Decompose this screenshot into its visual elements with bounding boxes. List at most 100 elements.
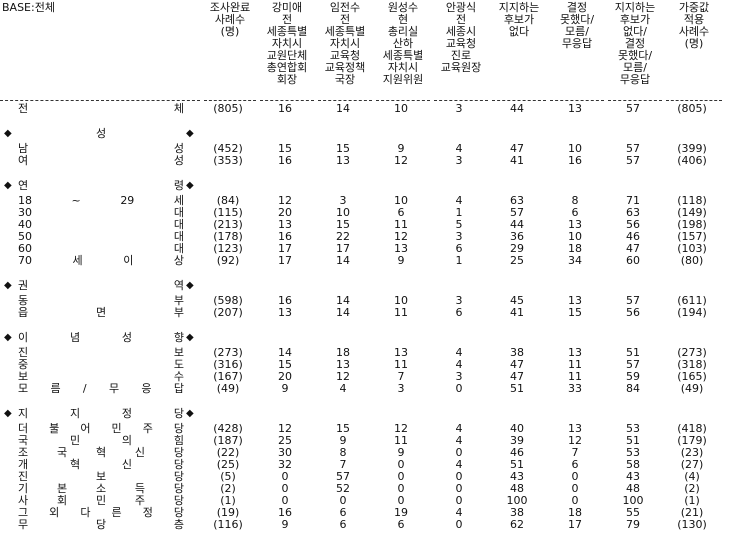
value-cell: 17	[568, 518, 582, 531]
value-cell: 29	[510, 242, 524, 255]
value-cell: 44	[510, 218, 524, 231]
value-cell: (4)	[684, 470, 700, 483]
value-cell: 51	[626, 346, 640, 359]
label-cell: ◆ ◆ 지 지 정 당	[0, 408, 200, 420]
value-cell: 57	[626, 358, 640, 371]
data-row: 40 대 (213) 13 15 11 5 44 13 56 (198)	[0, 219, 730, 231]
value-cell: (149)	[677, 206, 707, 219]
value-cell: 11	[568, 370, 582, 383]
value-cell: 46	[510, 446, 524, 459]
diamond: ◆	[186, 408, 194, 419]
value-cell: 16	[278, 506, 292, 519]
row-label: 모 름 / 무 응 답	[18, 382, 184, 395]
header-line: 조사완료	[209, 1, 251, 14]
value-cell: 16	[278, 230, 292, 243]
value-cell: (213)	[213, 218, 243, 231]
value-cell: 33	[568, 382, 582, 395]
spacer	[0, 167, 730, 180]
data-row: 그 외 다 른 정 당 (19) 16 6 19 4 38 18 55 (21)	[0, 507, 730, 519]
diamond: ◆	[4, 332, 12, 343]
value-cell: 17	[278, 242, 292, 255]
header-line: 세종특별	[324, 25, 366, 38]
value-cell: (116)	[213, 518, 243, 531]
value-cell: 14	[336, 294, 350, 307]
column-header: 안광식 전 세종시 교육청 진로 교육원장	[434, 0, 488, 101]
data-row: 모 름 / 무 응 답 (49) 9 4 3 0 51 33 84 (49)	[0, 383, 730, 395]
value-cell: 0	[339, 494, 347, 507]
value-cell: 16	[278, 154, 292, 167]
value-cell: (178)	[213, 230, 243, 243]
spacer	[0, 115, 730, 128]
value-cell: (598)	[213, 294, 243, 307]
header-line: 없다	[508, 25, 530, 38]
label-cell: 50 대	[0, 231, 200, 243]
value-cell: 10	[394, 294, 408, 307]
value-cell: 6	[397, 206, 405, 219]
value-cell: 48	[626, 482, 640, 495]
header-line: 교원단체	[266, 49, 308, 62]
value-cell: (21)	[680, 506, 704, 519]
value-cell: (273)	[677, 346, 707, 359]
diamond: ◆	[186, 180, 194, 191]
value-cell: 38	[510, 506, 524, 519]
value-cell: 11	[394, 358, 408, 371]
column-header: 결정 못했다/모름/무응답	[550, 0, 604, 101]
header-line: 사례수	[678, 25, 710, 38]
value-cell: 100	[622, 494, 644, 507]
value-cell: 51	[510, 458, 524, 471]
diamond: ◆	[186, 128, 194, 139]
value-cell: (130)	[677, 518, 707, 531]
value-cell: 51	[510, 382, 524, 395]
header-line: 자치시	[271, 37, 303, 50]
value-cell: 25	[278, 434, 292, 447]
value-cell: (399)	[677, 142, 707, 155]
header-line: 사례수	[214, 13, 246, 26]
value-cell: 4	[455, 422, 463, 435]
column-header: 임전수 전 세종특별 자치시 교육청 교육정책 국장	[318, 0, 372, 101]
header-line: 지지하는	[614, 1, 656, 14]
value-cell: (187)	[213, 434, 243, 447]
data-row: 50 대 (178) 16 22 12 3 36 10 46 (157)	[0, 231, 730, 243]
header-line: 임전수	[329, 1, 361, 14]
header-line: 모름/	[623, 61, 647, 74]
column-header: 조사완료 사례수 (명)	[204, 0, 256, 101]
value-cell: 63	[626, 206, 640, 219]
value-cell: 4	[455, 506, 463, 519]
row-label: 성	[95, 127, 107, 140]
value-cell: 13	[394, 346, 408, 359]
header-line: 전	[281, 13, 293, 26]
diamond: ◆	[4, 280, 12, 291]
label-cell: 40 대	[0, 219, 200, 231]
data-row: 전 체 (805) 16 14 10 3 44 13 57 (805)	[0, 103, 730, 115]
diamond: ◆	[4, 408, 12, 419]
column-header: 지지하는 후보가 없다	[492, 0, 546, 101]
value-cell: 4	[455, 434, 463, 447]
value-cell: 4	[339, 382, 347, 395]
value-cell: 12	[394, 154, 408, 167]
value-cell: 7	[339, 458, 347, 471]
value-cell: 16	[278, 102, 292, 115]
value-cell: 13	[336, 358, 350, 371]
value-cell: 13	[336, 154, 350, 167]
value-cell: 22	[336, 230, 350, 243]
header-line: 세종특별	[382, 49, 424, 62]
value-cell: 56	[626, 218, 640, 231]
value-cell: 15	[568, 306, 582, 319]
value-cell: 18	[336, 346, 350, 359]
value-cell: 6	[455, 306, 463, 319]
value-cell: (179)	[677, 434, 707, 447]
data-row: 조 국 혁 신 당 (22) 30 8 9 0 46 7 53 (23)	[0, 447, 730, 459]
value-cell: 7	[571, 446, 579, 459]
value-cell: 52	[336, 482, 350, 495]
value-cell: 12	[394, 230, 408, 243]
value-cell: (27)	[680, 458, 704, 471]
value-cell: (207)	[213, 306, 243, 319]
value-cell: 84	[626, 382, 640, 395]
header-line: 전	[339, 13, 351, 26]
value-cell: (84)	[216, 194, 240, 207]
